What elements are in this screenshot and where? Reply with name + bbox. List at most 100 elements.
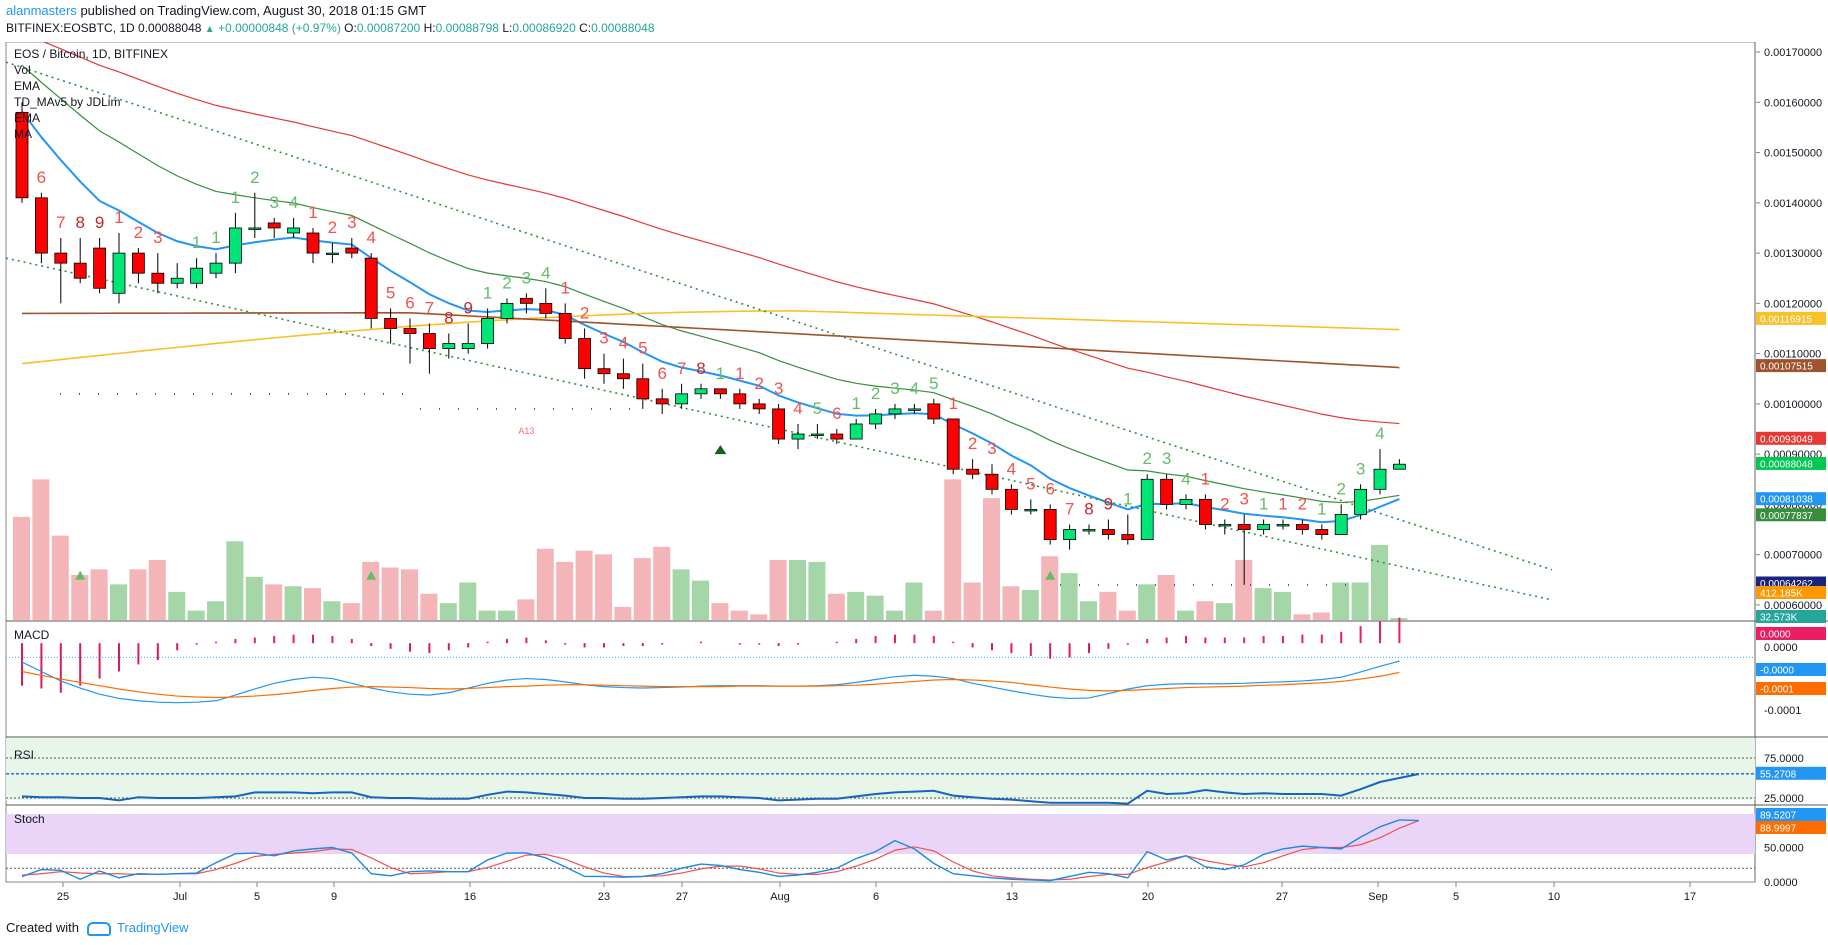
volume-bar [478,610,496,620]
candle-body [714,388,727,395]
volume-bar [71,575,89,620]
close-label: C: [579,21,592,35]
author-link[interactable]: alanmasters [6,3,77,18]
td-count-label: 3 [987,439,996,458]
td-count-label: 4 [793,399,802,418]
arrow-up-icon [714,445,727,455]
candle-body [655,398,669,405]
candle-body [1373,468,1387,490]
candle-body [617,373,630,380]
price-tag-bg [1756,508,1826,522]
candle-body [1276,524,1290,527]
rsi-tick-label: 75.0000 [1764,753,1804,765]
volume-bar [1235,560,1253,620]
volume-bar [575,550,593,620]
candle-body [1237,524,1251,530]
td-count-label: 7 [1065,500,1074,519]
macd-tag-bg [1756,682,1826,695]
candle-body [1199,498,1212,525]
price-tag: 0.00064262 [1760,579,1813,590]
volume-bar [226,541,244,620]
volume-bar [1080,601,1097,620]
td-count-label: 2 [328,218,337,237]
rsi-band [6,738,1755,800]
candle-body [35,197,48,254]
volume-bar [905,582,923,620]
price-tick-label: 0.00070000 [1764,550,1822,562]
volume-bar [983,498,1000,620]
volume-bar [1138,584,1156,620]
volume-tag: 412.185K [1760,589,1803,600]
candle-body [1140,478,1154,540]
time-tick-label: 27 [676,891,688,903]
volume-bar [110,584,127,620]
candle-body [558,313,572,339]
close-value: 0.00088048 [591,21,655,35]
candle-body [752,403,766,410]
td-count-label: 1 [735,364,744,383]
candle-body [461,343,475,349]
change-value: +0.00000848 (+0.97%) [218,21,341,35]
study-legend-label: MA [14,127,32,141]
volume-bar [653,546,671,620]
td-count-label: 7 [56,213,65,232]
candle-body [869,413,882,425]
macd-tick-label: -0.0001 [1764,705,1801,717]
time-tick-label: 10 [1548,891,1560,903]
volume-bar [32,479,50,620]
candle-body [73,262,87,279]
volume-bar [944,479,962,620]
td-count-label: 6 [657,364,666,383]
rsi-tag-bg [1756,766,1826,780]
volume-bar [595,554,612,620]
candle-body [345,247,359,254]
candle-body [1005,488,1018,510]
price-tag: 0.00093049 [1760,434,1813,445]
td-count-label: 3 [522,268,531,287]
macd-tag: 0.0000 [1760,630,1791,641]
published-text: published on TradingView.com, August 30,… [80,3,427,18]
td-count-label: 2 [1142,449,1151,468]
stoch-k-line [21,819,1419,882]
macd-line [21,660,1400,704]
candle-body [985,473,999,490]
volume-bar [148,560,166,620]
volume-bar [730,610,748,620]
time-tick-label: Sep [1368,891,1388,903]
triangle-up-icon: ▲ [204,24,215,35]
symbol-text: BITFINEX:EOSBTC, 1D [6,21,135,35]
volume-bar [265,584,283,620]
last-price: 0.00088048 [138,21,202,35]
td-count-label: 3 [599,329,608,348]
candle-body [1043,509,1057,540]
chart-canvas[interactable]: 0.00170000 0.00160000 0.00150000 0.00140000… [0,42,1828,920]
td-count-label: 4 [1007,459,1016,478]
candle-body [170,277,184,284]
rsi-line [21,773,1420,805]
volume-tag-bg [1756,586,1826,599]
td-count-label: 1 [1201,469,1210,488]
td-count-label: 3 [774,379,783,398]
td-count-label: 3 [1239,489,1248,508]
td-count-label: 5 [386,283,395,302]
volume-bar [187,610,205,620]
volume-bar [789,560,806,620]
open-label: O: [344,21,357,35]
macd-tick-label: 0.0000 [1764,642,1798,654]
volume-bar [498,610,515,620]
td-count-label: 8 [444,309,453,328]
stoch-tag: 88.9997 [1760,824,1797,835]
td-count-label: 2 [250,168,259,187]
volume-bar [1371,545,1388,620]
candle-body [325,252,339,255]
tradingview-link[interactable]: TradingView [116,920,189,935]
price-tick-label: 0.00150000 [1764,148,1822,160]
td-count-label: 3 [1356,459,1365,478]
time-tick-label: 5 [1453,891,1459,903]
volume-bar [1332,582,1350,620]
td-count-label: 1 [308,203,317,222]
price-tick-label: 0.00060000 [1764,600,1822,612]
stoch-tag-bg [1756,808,1826,821]
volume-bar [1177,610,1194,620]
candle-body [1063,529,1076,540]
